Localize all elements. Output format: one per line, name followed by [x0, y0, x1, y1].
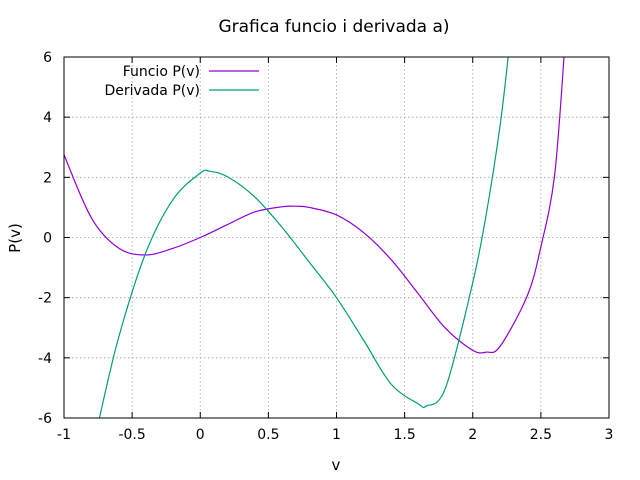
x-tick-label: 2 — [468, 427, 477, 443]
legend-label-2: Derivada P(v) — [105, 83, 200, 99]
y-tick-label: 6 — [43, 50, 52, 66]
plot-frame — [63, 56, 610, 419]
x-axis-label: v — [332, 456, 341, 474]
legend-label-1: Funcio P(v) — [123, 64, 200, 80]
y-tick-label: 2 — [43, 170, 52, 186]
x-tick-label: -1 — [57, 427, 71, 443]
chart-title: Grafica funcio i derivada a) — [218, 17, 449, 37]
legend: Funcio P(v) Derivada P(v) — [105, 64, 259, 99]
x-tick-label: 0 — [196, 427, 205, 443]
series-line-1 — [64, 57, 565, 354]
y-tick-label: -6 — [38, 411, 52, 427]
x-tick-label: 1 — [332, 427, 341, 443]
series-line-2 — [98, 57, 509, 418]
x-tick-label: 1.5 — [393, 427, 415, 443]
x-tick-label: 3 — [605, 427, 614, 443]
x-tick-label: 0.5 — [257, 427, 279, 443]
y-tick-label: 0 — [43, 231, 52, 247]
y-tick-label: -4 — [38, 351, 52, 367]
series-lines — [64, 57, 565, 418]
y-axis-label: P(v) — [6, 223, 24, 253]
y-tick-label: -2 — [38, 291, 52, 307]
x-tick-label: -0.5 — [118, 427, 145, 443]
grid-lines — [64, 57, 609, 418]
axis-ticks: -1 -0.5 0 0.5 1 1.5 2 2.5 3 -6 -4 -2 0 2 4 6 — [38, 50, 613, 443]
y-tick-label: 4 — [43, 110, 52, 126]
x-tick-label: 2.5 — [530, 427, 552, 443]
